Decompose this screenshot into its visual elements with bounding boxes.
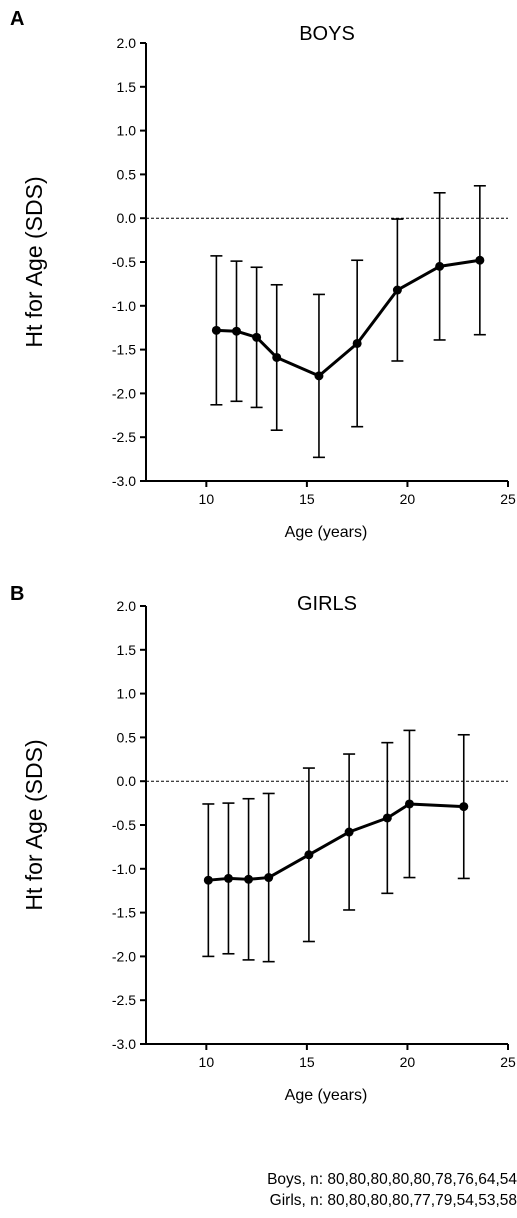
data-point <box>405 799 414 808</box>
footnote-girls-n: Girls, n: 80,80,80,80,77,79,54,53,58 <box>270 1192 517 1210</box>
y-tick-label: 0.5 <box>117 166 137 182</box>
y-tick-label: -3.0 <box>112 473 136 489</box>
x-tick-label: 10 <box>199 491 215 507</box>
x-axis-label: Age (years) <box>285 1087 368 1104</box>
data-point <box>475 256 484 265</box>
data-point <box>314 371 323 380</box>
y-tick-label: 1.5 <box>117 79 137 95</box>
y-axis-label: Ht for Age (SDS) <box>21 739 47 910</box>
panel-a: A BOYS 2.0 1.5 1.0 0.5 0.0 -0.5 -1.0 -1.5 -2.0 -2.5… <box>10 8 516 541</box>
chart-title: BOYS <box>299 23 355 45</box>
x-tick-label: 25 <box>500 1054 516 1070</box>
data-point <box>393 286 402 295</box>
y-tick-label: -2.0 <box>112 385 136 401</box>
data-point <box>224 874 233 883</box>
data-point <box>264 873 273 882</box>
y-tick-label: -1.0 <box>112 861 136 877</box>
data-point <box>383 813 392 822</box>
y-tick-label: 1.0 <box>117 686 137 702</box>
x-axis-label: Age (years) <box>285 524 368 541</box>
y-tick-label: -2.5 <box>112 429 136 445</box>
x-tick-label: 10 <box>199 1054 215 1070</box>
y-axis-label: Ht for Age (SDS) <box>21 176 47 347</box>
data-point <box>353 339 362 348</box>
data-point <box>204 876 213 885</box>
y-tick-label: -0.5 <box>112 254 136 270</box>
data-point <box>244 875 253 884</box>
y-tick-label: 0.0 <box>117 210 137 226</box>
y-tick-label: 1.5 <box>117 642 137 658</box>
data-point <box>272 353 281 362</box>
y-tick-label: -2.5 <box>112 992 136 1008</box>
x-tick-label: 20 <box>400 491 416 507</box>
data-point <box>304 850 313 859</box>
x-tick-label: 15 <box>299 1054 315 1070</box>
y-tick-label: -2.0 <box>112 948 136 964</box>
x-tick-label: 20 <box>400 1054 416 1070</box>
y-tick-label: 0.5 <box>117 729 137 745</box>
data-point <box>435 262 444 271</box>
y-tick-label: -1.5 <box>112 342 136 358</box>
y-tick-label: 2.0 <box>117 35 137 51</box>
chart-title: GIRLS <box>297 593 357 615</box>
data-point <box>252 333 261 342</box>
data-point <box>459 802 468 811</box>
y-tick-label: 1.0 <box>117 123 137 139</box>
data-point <box>345 828 354 837</box>
y-tick-label: 2.0 <box>117 598 137 614</box>
y-tick-label: -3.0 <box>112 1036 136 1052</box>
data-point <box>212 326 221 335</box>
y-tick-label: -0.5 <box>112 817 136 833</box>
y-tick-label: -1.5 <box>112 905 136 921</box>
series-line <box>208 804 463 880</box>
panel-b: B GIRLS 2.0 1.5 1.0 0.5 0.0 -0.5 -1.0 -1.5 -2.0 -2.… <box>10 583 516 1104</box>
y-tick-label: -1.0 <box>112 298 136 314</box>
x-tick-label: 25 <box>500 491 516 507</box>
panel-letter: B <box>10 583 24 605</box>
data-point <box>232 327 241 336</box>
y-tick-label: 0.0 <box>117 773 137 789</box>
panel-letter: A <box>10 8 24 30</box>
footnote-boys-n: Boys, n: 80,80,80,80,80,78,76,64,54 <box>267 1171 517 1189</box>
x-tick-label: 15 <box>299 491 315 507</box>
